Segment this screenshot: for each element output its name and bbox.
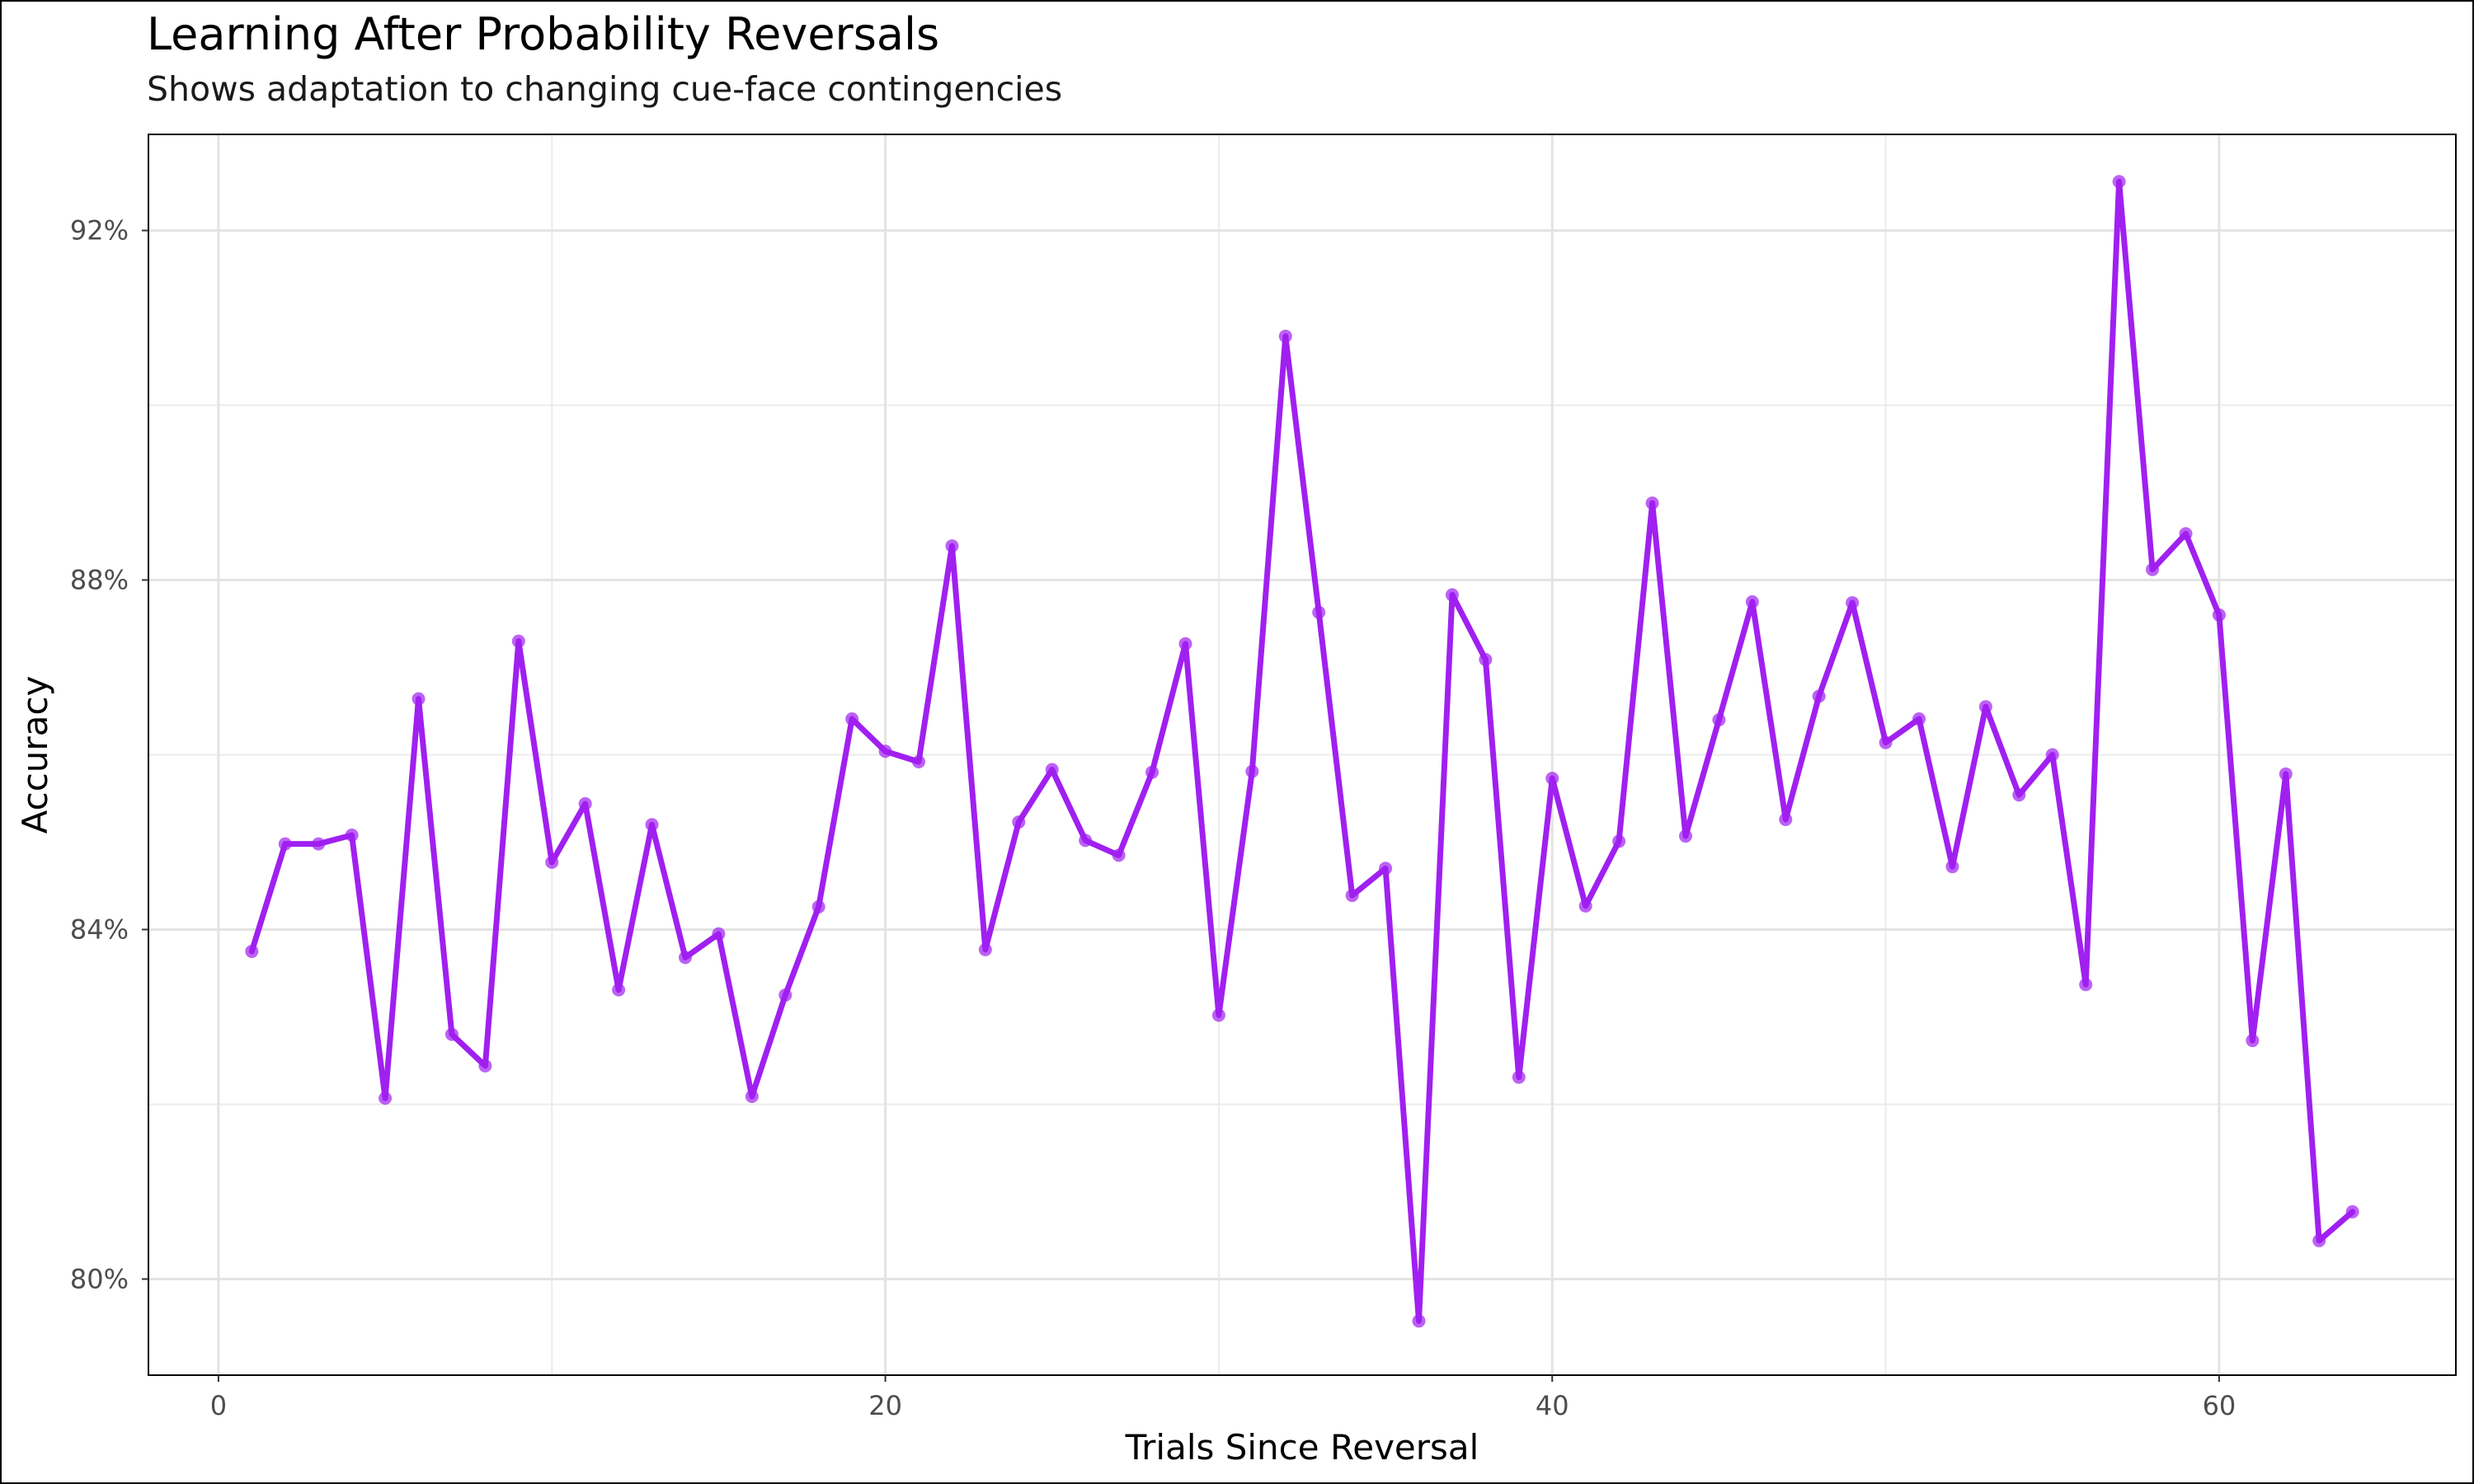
y-tick-label: 92% — [70, 215, 129, 247]
data-point — [2345, 1205, 2359, 1219]
data-point — [811, 899, 825, 913]
data-point — [1245, 764, 1259, 778]
data-point — [2212, 608, 2226, 622]
data-point — [2179, 527, 2193, 541]
data-point — [712, 927, 726, 941]
data-point — [1545, 772, 1559, 786]
data-point — [1945, 860, 1959, 874]
data-point — [912, 754, 926, 768]
y-tick-label: 88% — [70, 565, 129, 596]
data-point — [412, 692, 426, 706]
data-point — [1079, 834, 1093, 848]
data-point — [578, 796, 592, 810]
data-point — [1578, 899, 1592, 913]
data-point — [1412, 1314, 1426, 1328]
data-point — [312, 837, 326, 851]
grid — [148, 134, 2456, 1375]
data-point — [1879, 735, 1893, 749]
data-point — [1978, 700, 1992, 714]
data-point — [1278, 329, 1292, 343]
data-point — [1846, 596, 1860, 610]
data-point — [1012, 815, 1026, 829]
y-axis-title: Accuracy — [15, 676, 55, 834]
data-point — [2312, 1233, 2326, 1247]
data-point — [978, 942, 992, 956]
x-tick-label: 20 — [868, 1390, 902, 1421]
data-point — [478, 1059, 492, 1073]
data-point — [945, 539, 959, 553]
data-point — [878, 744, 892, 758]
data-point — [645, 818, 659, 832]
data-point — [1745, 595, 1759, 609]
data-point — [1045, 763, 1059, 777]
data-point — [1112, 848, 1126, 862]
x-axis-title: Trials Since Reversal — [1125, 1427, 1479, 1468]
data-point — [1312, 605, 1326, 619]
data-point — [2079, 978, 2093, 992]
y-tick-label: 84% — [70, 913, 129, 945]
data-point — [1678, 829, 1692, 843]
data-point — [2279, 767, 2293, 781]
data-point — [678, 951, 692, 965]
data-point — [1645, 496, 1659, 510]
data-point — [245, 944, 259, 958]
data-point — [2112, 175, 2126, 189]
data-point — [2246, 1034, 2260, 1048]
data-point — [2146, 562, 2160, 576]
data-point — [1612, 834, 1626, 848]
y-tick-label: 80% — [70, 1263, 129, 1294]
data-point — [778, 988, 793, 1002]
data-point — [1512, 1070, 1526, 1084]
axes: 0 20 40 60 80% 84% 88% 92% Trials Since Reversal… — [15, 215, 2236, 1468]
data-point — [1479, 652, 1493, 666]
accuracy-line — [248, 178, 2356, 1324]
data-point — [345, 829, 359, 843]
data-point — [1712, 713, 1726, 727]
series-layer — [245, 175, 2359, 1328]
data-point — [379, 1092, 393, 1106]
data-point — [2045, 748, 2059, 762]
data-point — [845, 712, 859, 726]
data-point — [1445, 588, 1459, 602]
data-point — [444, 1027, 459, 1041]
data-point — [278, 837, 292, 851]
x-tick-label: 0 — [210, 1390, 227, 1421]
data-point — [545, 855, 559, 869]
x-tick-label: 40 — [1536, 1390, 1569, 1421]
data-point — [1211, 1008, 1225, 1022]
chart-title: Learning After Probability Reversals — [147, 8, 940, 60]
data-point — [1145, 765, 1159, 779]
data-point — [1379, 862, 1393, 876]
data-point — [612, 983, 626, 997]
chart-subtitle: Shows adaptation to changing cue-face co… — [147, 69, 1063, 109]
data-point — [1812, 689, 1826, 703]
data-point — [2012, 788, 2026, 802]
data-point — [1178, 636, 1192, 650]
data-point — [511, 634, 525, 648]
data-point — [745, 1089, 759, 1103]
data-point — [1345, 889, 1359, 903]
panel-border — [148, 134, 2457, 1376]
data-point — [1912, 712, 1926, 726]
data-point — [1779, 812, 1793, 826]
x-tick-label: 60 — [2203, 1390, 2236, 1421]
